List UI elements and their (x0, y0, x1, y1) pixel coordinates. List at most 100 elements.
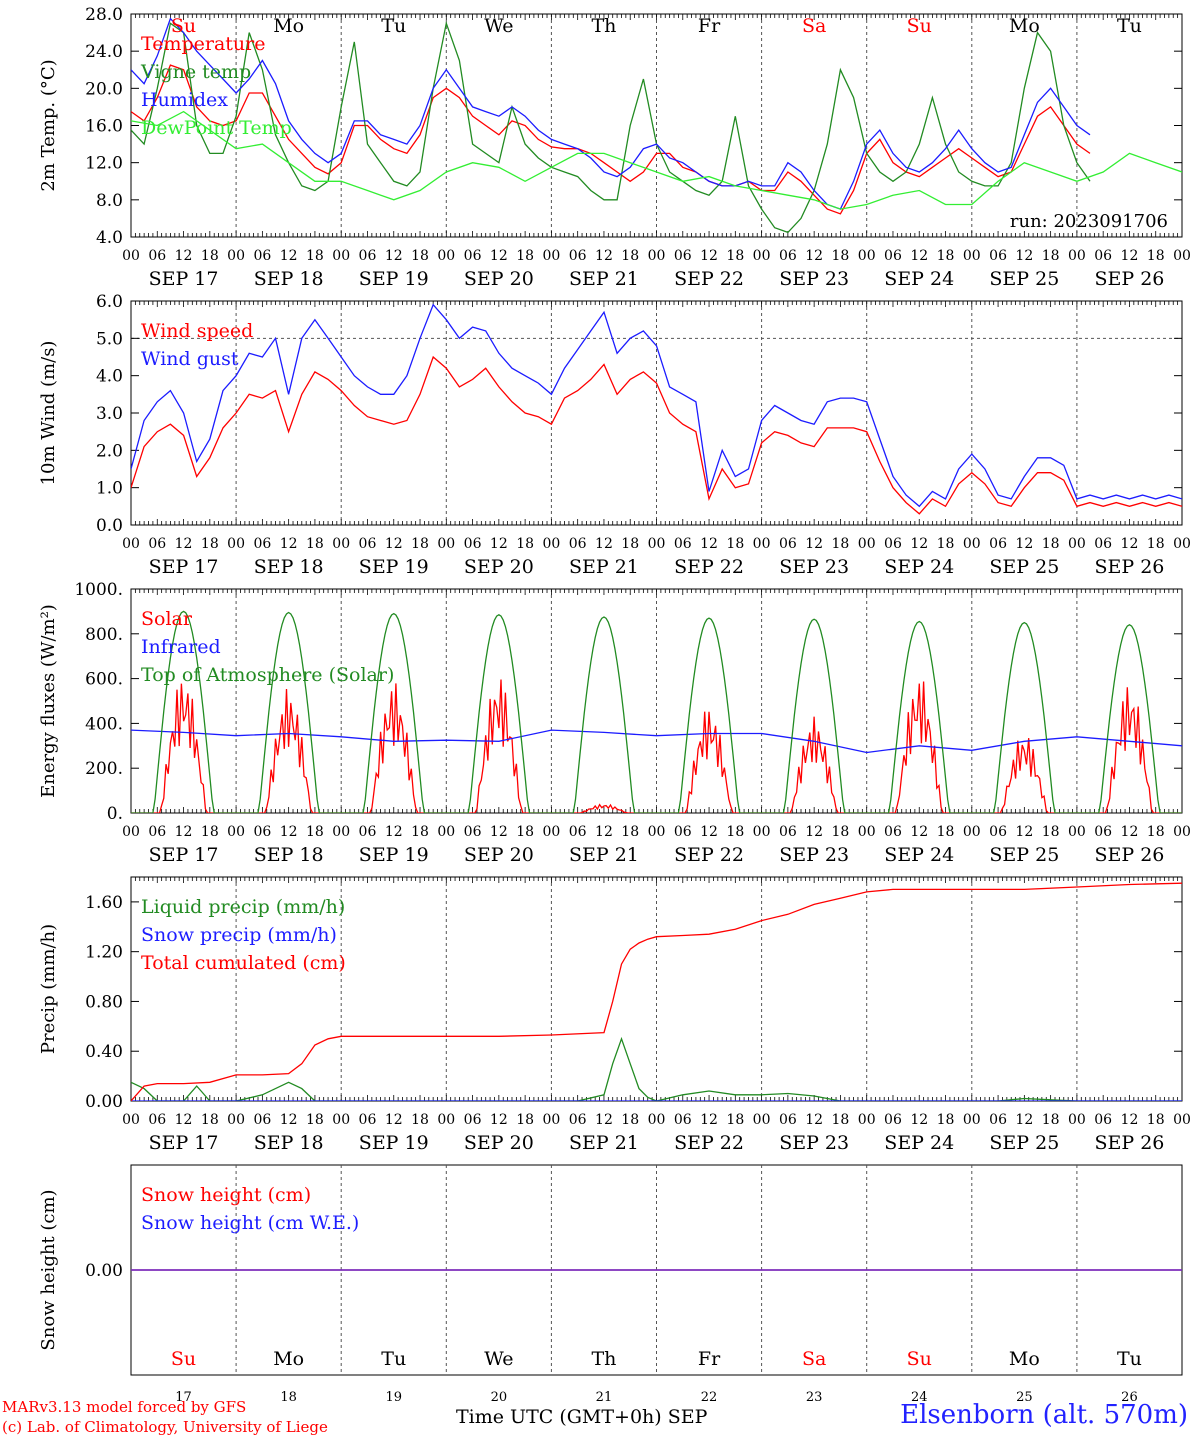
hour-label: 12 (385, 248, 403, 264)
hour-label: 18 (411, 248, 429, 264)
x-axis-title: Time UTC (GMT+0h) SEP (456, 1406, 707, 1428)
legend-total-cumulated-cm-: Total cumulated (cm) (141, 952, 346, 974)
hour-label: 12 (490, 1112, 508, 1128)
date-label: SEP 22 (674, 1132, 744, 1154)
hour-label: 00 (963, 536, 981, 552)
panel-wind (130, 300, 1183, 526)
weekday-label-bottom: Th (591, 1348, 616, 1370)
hour-label: 06 (884, 248, 902, 264)
y-tick-label: 1.0 (96, 479, 123, 499)
hour-label: 18 (516, 824, 534, 840)
hour-label: 00 (858, 536, 876, 552)
date-label: SEP 21 (569, 556, 639, 578)
y-tick-label: 200. (85, 759, 123, 779)
hour-label: 06 (884, 536, 902, 552)
hour-label: 00 (753, 824, 771, 840)
hour-label: 00 (227, 824, 245, 840)
legend-temperature: Temperature (141, 33, 265, 55)
hour-label: 18 (306, 536, 324, 552)
hour-label: 12 (175, 536, 193, 552)
y-tick-label: 3.0 (96, 404, 123, 424)
y-tick-label: 28.0 (85, 5, 123, 25)
hour-label: 06 (1094, 1112, 1112, 1128)
weekday-label-top: Su (907, 15, 932, 37)
hour-label: 06 (569, 536, 587, 552)
hour-label: 18 (937, 824, 955, 840)
hour-label: 06 (674, 824, 692, 840)
y-tick-label: 5.0 (96, 329, 123, 349)
day-number-label: 25 (1016, 1390, 1033, 1405)
panel-frame-wind (130, 300, 1183, 526)
hour-label: 00 (753, 248, 771, 264)
day-number-label: 23 (806, 1390, 823, 1405)
day-number-label: 22 (701, 1390, 718, 1405)
date-label: SEP 26 (1095, 268, 1165, 290)
hour-label: 12 (805, 824, 823, 840)
hour-label: 06 (148, 824, 166, 840)
hour-label: 12 (490, 248, 508, 264)
date-label: SEP 20 (464, 268, 534, 290)
hour-label: 12 (490, 824, 508, 840)
y-tick-label: 0.40 (85, 1042, 123, 1062)
hour-label: 06 (569, 248, 587, 264)
y-tick-label: 600. (85, 670, 123, 690)
hour-label: 00 (227, 1112, 245, 1128)
date-label: SEP 26 (1095, 556, 1165, 578)
hour-label: 18 (516, 536, 534, 552)
weekday-label-bottom: Mo (1009, 1348, 1040, 1370)
date-label: SEP 26 (1095, 844, 1165, 866)
legend-solar: Solar (141, 608, 193, 630)
weekday-label-top: We (484, 15, 513, 37)
hour-label: 18 (832, 536, 850, 552)
hour-label: 12 (1015, 1112, 1033, 1128)
y-tick-label: 4.0 (96, 228, 123, 248)
hour-label: 06 (779, 1112, 797, 1128)
date-label: SEP 24 (884, 556, 954, 578)
hour-label: 00 (437, 1112, 455, 1128)
hour-label: 00 (963, 1112, 981, 1128)
hour-label: 12 (700, 1112, 718, 1128)
date-label: SEP 18 (254, 844, 324, 866)
hour-label: 06 (569, 1112, 587, 1128)
hour-label: 18 (621, 824, 639, 840)
hour-label: 06 (253, 248, 271, 264)
date-label: SEP 20 (464, 556, 534, 578)
model-credit: MARv3.13 model forced by GFS (2, 1398, 247, 1416)
hour-label: 12 (175, 1112, 193, 1128)
hour-label: 06 (779, 536, 797, 552)
hour-label: 12 (175, 248, 193, 264)
hour-label: 00 (858, 248, 876, 264)
hour-label: 12 (490, 536, 508, 552)
hour-label: 00 (542, 536, 560, 552)
hour-label: 18 (1042, 1112, 1060, 1128)
weekday-label-bottom: Tu (381, 1348, 406, 1370)
hour-label: 18 (201, 1112, 219, 1128)
date-label: SEP 26 (1095, 1132, 1165, 1154)
legend-dewpoint-temp: DewPoint Temp (141, 117, 292, 139)
hour-label: 00 (1173, 536, 1191, 552)
hour-label: 12 (700, 248, 718, 264)
hour-label: 18 (726, 1112, 744, 1128)
hour-label: 12 (1121, 536, 1139, 552)
hour-label: 12 (385, 1112, 403, 1128)
y-tick-label: 1.20 (85, 943, 123, 963)
hour-label: 18 (832, 248, 850, 264)
hour-label: 00 (332, 1112, 350, 1128)
hour-label: 18 (306, 1112, 324, 1128)
weekday-label-top: Mo (273, 15, 304, 37)
hour-label: 18 (1042, 248, 1060, 264)
hour-label: 06 (779, 824, 797, 840)
hour-label: 06 (359, 536, 377, 552)
date-label: SEP 25 (989, 844, 1059, 866)
hour-label: 06 (674, 248, 692, 264)
hour-label: 06 (884, 824, 902, 840)
series-line-humidex (131, 17, 1091, 210)
hour-label: 12 (1015, 536, 1033, 552)
hour-label: 00 (1173, 248, 1191, 264)
y-tick-label: 0.80 (85, 992, 123, 1012)
x-axis-title-text: Time UTC (GMT+0h) (456, 1406, 662, 1428)
hour-label: 00 (858, 824, 876, 840)
panel-snow (130, 1164, 1183, 1376)
hour-label: 12 (700, 824, 718, 840)
legend-liquid-precip-mm-h-: Liquid precip (mm/h) (141, 896, 345, 918)
